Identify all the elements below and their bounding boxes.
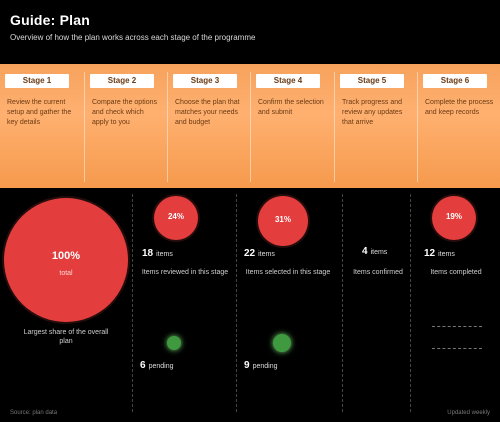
stage-1[interactable]: Stage 1 Review the current setup and gat… [0,64,83,188]
stat-value: 12 [424,248,436,259]
stage-divider [417,72,418,182]
metric-value: 19% [445,211,462,221]
metric-circle[interactable]: 19% [432,196,476,240]
stat-unit: pending [252,363,278,370]
stage-label: Stage 2 [90,74,154,88]
stat-unit: items [258,251,275,258]
metric-stat: 22 items [244,248,275,259]
stage-3[interactable]: Stage 3 Choose the plan that matches you… [168,64,251,188]
divider-line [432,326,482,327]
stat-unit: items [156,251,173,258]
metric-value: 100% [51,250,81,263]
footer-updated: Updated weekly [447,410,490,416]
column-divider [236,194,237,412]
stat-unit: items [438,251,455,258]
stage-divider [167,72,168,182]
metric-stat: 12 items [424,248,455,259]
stat-value: 4 [362,246,368,257]
status-dot-icon [273,334,291,352]
stat-value: 6 [140,360,146,371]
metric-stat: 4 items [362,246,387,257]
metric-note: Items selected in this stage [245,269,331,276]
divider-line [432,348,482,349]
metric-sub-stat: 9 pending [244,360,277,371]
stage-4[interactable]: Stage 4 Confirm the selection and submit [251,64,334,188]
stage-divider [334,72,335,182]
stat-value: 9 [244,360,250,371]
metrics-panel: 100% total Largest share of the overall … [0,188,500,422]
stage-description: Choose the plan that matches your needs … [175,99,240,126]
metric-circle-large[interactable]: 100% total [4,198,128,322]
metric-circle[interactable]: 31% [258,196,308,246]
page-subtitle: Overview of how the plan works across ea… [10,33,256,42]
stage-description: Review the current setup and gather the … [7,99,72,126]
stat-value: 22 [244,248,256,259]
stages-band: Stage 1 Review the current setup and gat… [0,64,500,188]
stage-label: Stage 6 [423,74,487,88]
metric-stat: 18 items [142,248,173,259]
header: Guide: Plan Overview of how the plan wor… [0,0,500,62]
stage-label: Stage 5 [340,74,404,88]
stage-divider [250,72,251,182]
metric-note: Items confirmed [353,269,403,276]
stat-unit: pending [148,363,174,370]
stage-description: Complete the process and keep records [425,99,494,116]
stage-description: Track progress and review any updates th… [342,99,403,126]
metric-note: Largest share of the overall plan [23,329,109,345]
footer-source: Source: plan data [10,410,58,416]
column-divider [132,194,133,412]
metric-note: Items completed [430,269,482,276]
metric-sub-stat: 6 pending [140,360,173,371]
metric-note: Items reviewed in this stage [141,269,229,276]
stage-6[interactable]: Stage 6 Complete the process and keep re… [418,64,500,188]
metric-value: 24% [167,211,184,221]
stage-5[interactable]: Stage 5 Track progress and review any up… [335,64,418,188]
column-divider [410,194,411,412]
page-title: Guide: Plan [10,12,90,28]
stage-divider [84,72,85,182]
column-divider [342,194,343,412]
stat-value: 18 [142,248,154,259]
metric-value: 31% [274,215,291,224]
stage-description: Confirm the selection and submit [258,99,324,116]
metric-unit: total [59,269,73,277]
stage-label: Stage 3 [173,74,237,88]
stage-label: Stage 1 [5,74,69,88]
stage-description: Compare the options and check which appl… [92,99,157,126]
stage-2[interactable]: Stage 2 Compare the options and check wh… [85,64,168,188]
metric-circle[interactable]: 24% [154,196,198,240]
status-dot-icon [167,336,181,350]
stat-unit: items [370,249,388,256]
stage-label: Stage 4 [256,74,320,88]
